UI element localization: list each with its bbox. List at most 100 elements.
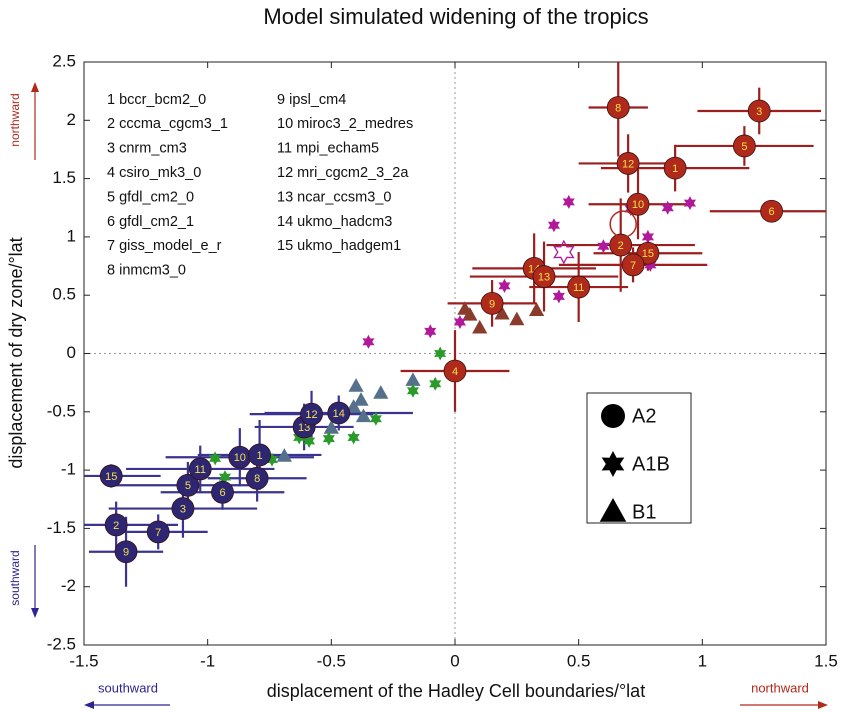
direction-label: northward bbox=[8, 93, 22, 146]
data-point bbox=[532, 265, 556, 288]
data-point bbox=[362, 334, 375, 349]
data-point bbox=[355, 408, 372, 423]
data-point bbox=[293, 430, 306, 445]
model-name: 6 gfdl_cm2_1 bbox=[107, 214, 194, 230]
point-label: 6 bbox=[219, 487, 225, 499]
data-point bbox=[760, 199, 783, 223]
y-tick-label: -1 bbox=[61, 460, 76, 479]
data-point bbox=[683, 196, 696, 211]
arrow-head bbox=[84, 701, 94, 709]
model-name: 7 giss_model_e_r bbox=[107, 238, 222, 254]
data-point bbox=[347, 430, 360, 445]
x-tick-label: 1.5 bbox=[814, 651, 838, 670]
point-label: 1 bbox=[257, 450, 263, 462]
data-point bbox=[641, 229, 654, 244]
model-name: 10 miroc3_2_medres bbox=[277, 116, 413, 132]
model-name: 11 mpi_echam5 bbox=[277, 141, 379, 157]
data-point bbox=[494, 305, 510, 320]
arrow-head bbox=[818, 701, 828, 709]
model-name: 1 bccr_bcm2_0 bbox=[107, 92, 206, 108]
data-point bbox=[345, 399, 362, 413]
direction-label: southward bbox=[98, 680, 158, 695]
data-point bbox=[104, 513, 128, 537]
data-point bbox=[661, 200, 674, 215]
data-point bbox=[434, 346, 447, 361]
point-label: 1 bbox=[672, 163, 678, 175]
y-tick-label: -2 bbox=[61, 576, 76, 595]
data-point bbox=[621, 253, 645, 277]
legend-label: A2 bbox=[632, 405, 656, 427]
point-label: 9 bbox=[489, 298, 495, 310]
data-point bbox=[443, 359, 467, 383]
data-point bbox=[429, 376, 442, 391]
data-point bbox=[609, 210, 637, 238]
data-point bbox=[265, 452, 278, 467]
data-point bbox=[171, 497, 195, 520]
point-label: 10 bbox=[632, 199, 644, 211]
data-point bbox=[462, 307, 478, 321]
data-point bbox=[373, 385, 389, 399]
data-point bbox=[644, 257, 657, 272]
point-label: 15 bbox=[105, 471, 117, 483]
data-point bbox=[405, 372, 421, 386]
y-tick-label: 1.5 bbox=[52, 168, 76, 187]
data-point bbox=[323, 420, 339, 434]
point-label: 11 bbox=[195, 464, 206, 476]
data-point bbox=[597, 239, 610, 254]
point-label: 6 bbox=[769, 206, 775, 218]
point-label: 10 bbox=[234, 452, 246, 464]
point-label: 7 bbox=[155, 527, 161, 539]
data-point bbox=[498, 278, 511, 293]
arrow-head bbox=[31, 82, 39, 92]
arrow-head bbox=[31, 608, 39, 618]
data-point bbox=[209, 451, 222, 466]
data-point bbox=[567, 275, 591, 299]
model-name: 9 ipsl_cm4 bbox=[277, 92, 346, 108]
data-point bbox=[480, 291, 504, 315]
data-point bbox=[626, 192, 650, 216]
point-label: 12 bbox=[305, 409, 317, 421]
model-name: 8 inmcm3_0 bbox=[107, 263, 186, 279]
x-tick-label: 1 bbox=[698, 651, 707, 670]
y-tick-label: 1 bbox=[67, 226, 76, 245]
legend-label: B1 bbox=[632, 501, 656, 523]
point-label: 12 bbox=[622, 158, 634, 170]
x-tick-label: 0 bbox=[450, 651, 459, 670]
data-point bbox=[188, 457, 212, 481]
data-point bbox=[99, 464, 123, 488]
point-label: 5 bbox=[185, 480, 191, 492]
data-point bbox=[509, 311, 525, 326]
data-point bbox=[663, 156, 687, 180]
y-tick-label: -2.5 bbox=[47, 634, 76, 653]
data-point bbox=[616, 152, 640, 175]
model-name: 3 cnrm_cm3 bbox=[107, 141, 187, 157]
data-point bbox=[472, 319, 488, 334]
model-name: 4 csiro_mk3_0 bbox=[107, 165, 201, 181]
x-tick-label: 0.5 bbox=[567, 651, 591, 670]
data-point bbox=[369, 411, 382, 426]
data-point bbox=[353, 392, 369, 406]
model-name: 15 ukmo_hadgem1 bbox=[277, 238, 401, 254]
y-tick-label: -0.5 bbox=[47, 401, 76, 420]
data-point bbox=[322, 431, 335, 446]
data-point bbox=[562, 194, 575, 209]
legend-label: A1B bbox=[632, 453, 670, 475]
chart-title: Model simulated widening of the tropics bbox=[263, 4, 648, 29]
data-point bbox=[303, 434, 316, 448]
y-axis-label: displacement of dry zone/°lat bbox=[6, 237, 26, 468]
data-point bbox=[606, 96, 630, 119]
point-label: 11 bbox=[573, 282, 584, 294]
point-label: 8 bbox=[615, 102, 621, 114]
point-label: 5 bbox=[741, 141, 747, 153]
direction-label: northward bbox=[751, 680, 809, 695]
data-point bbox=[453, 315, 466, 329]
point-label: 13 bbox=[538, 271, 550, 283]
data-point bbox=[747, 99, 771, 123]
legend-symbol bbox=[601, 451, 625, 477]
data-point bbox=[245, 466, 269, 490]
data-point bbox=[529, 302, 545, 316]
data-point bbox=[211, 480, 234, 504]
data-point bbox=[424, 324, 437, 339]
data-point bbox=[248, 443, 272, 467]
data-point bbox=[552, 289, 565, 304]
